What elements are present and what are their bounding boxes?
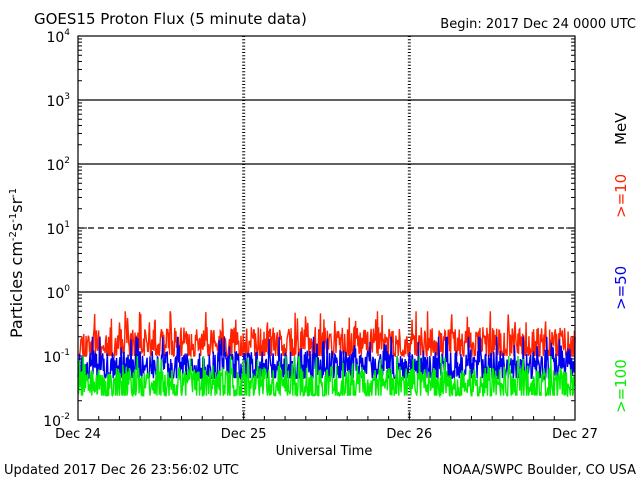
legend-ge50: >=50	[612, 266, 630, 310]
updated-label: Updated 2017 Dec 26 23:56:02 UTC	[4, 463, 239, 478]
begin-label: Begin: 2017 Dec 24 0000 UTC	[440, 17, 636, 32]
y-tick-label-1: 10-1	[43, 348, 70, 366]
y-tick-label-3: 101	[46, 220, 70, 238]
x-axis-title: Universal Time	[276, 444, 373, 459]
chart-title: GOES15 Proton Flux (5 minute data)	[34, 10, 307, 28]
x-tick-label-0: Dec 24	[55, 427, 101, 442]
x-tick-label-3: Dec 27	[552, 427, 598, 442]
y-axis-title: Particles cm-2s-1sr-1	[7, 188, 26, 338]
legend-ge10: >=10	[612, 174, 630, 218]
x-tick-label-2: Dec 26	[386, 427, 432, 442]
credit-label: NOAA/SWPC Boulder, CO USA	[443, 463, 636, 478]
y-tick-label-0: 10-2	[43, 412, 70, 430]
legend-unit: MeV	[612, 112, 630, 145]
plot-frame	[77, 35, 576, 421]
y-tick-label-4: 102	[46, 156, 70, 174]
y-tick-label-6: 104	[46, 28, 70, 46]
legend-ge100: >=100	[612, 359, 630, 413]
series-line-ge100	[77, 355, 576, 399]
x-tick-label-1: Dec 25	[221, 427, 267, 442]
y-tick-label-2: 100	[46, 284, 70, 302]
y-tick-label-5: 103	[46, 92, 70, 110]
